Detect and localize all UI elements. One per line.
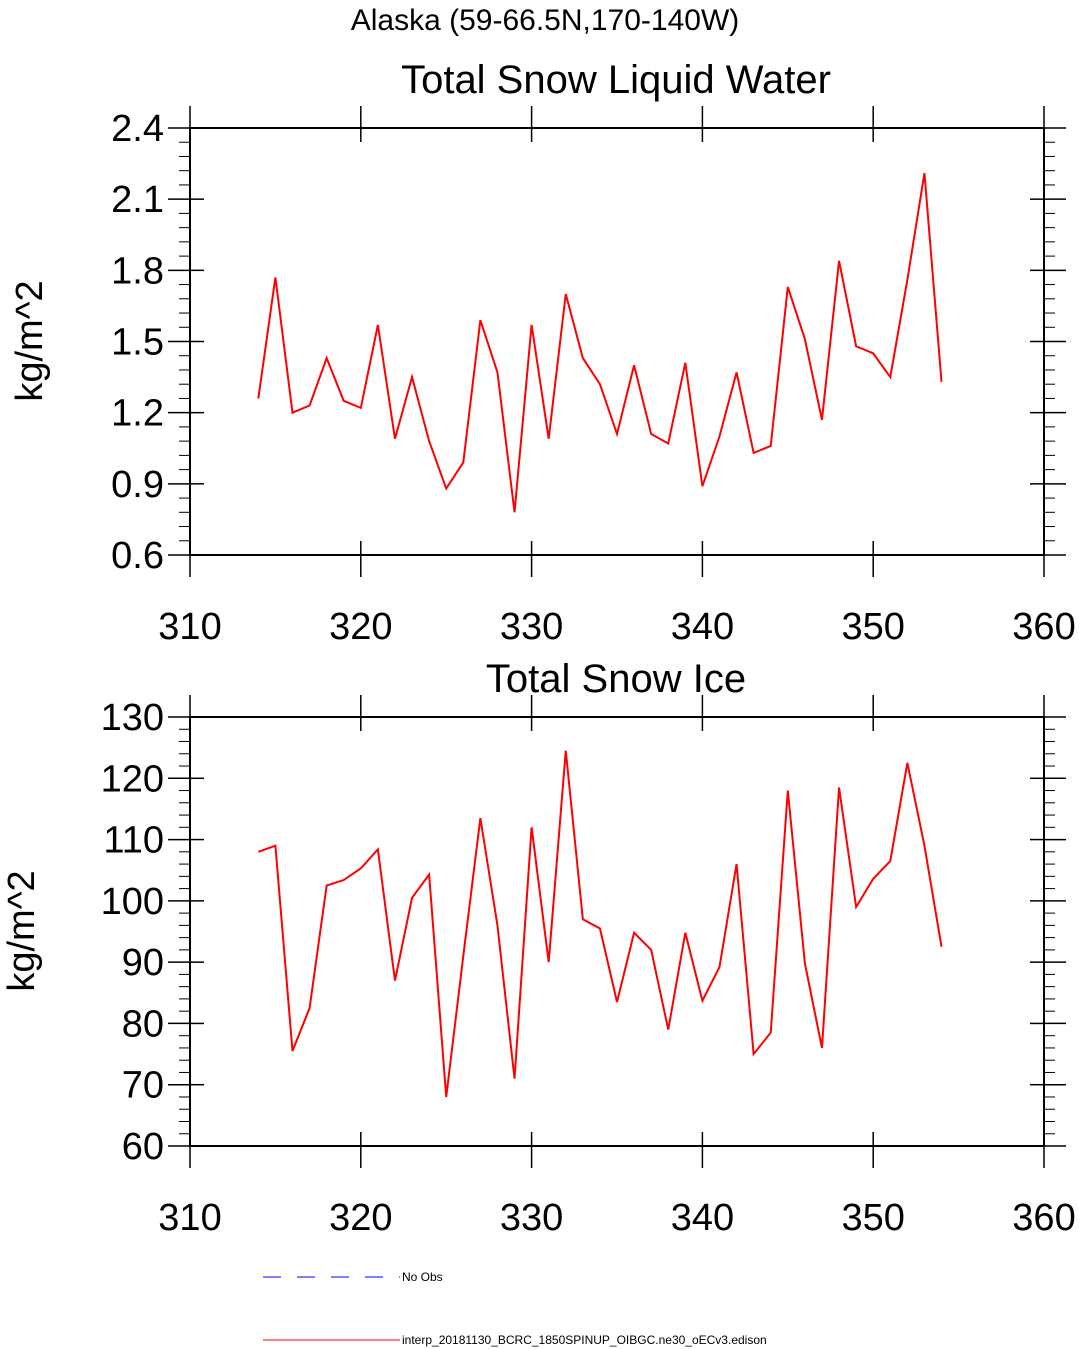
y-tick-label: 90	[122, 942, 164, 984]
plot-frame	[189, 716, 1045, 1147]
panel-title: Total Snow Liquid Water	[401, 58, 831, 102]
x-tick-label: 310	[158, 606, 221, 648]
y-tick-label: 70	[122, 1065, 164, 1107]
y-tick-label: 1.8	[111, 250, 164, 292]
x-tick-label: 360	[1012, 1197, 1075, 1239]
panel-snow-ice: Total Snow Ice kg/m^2 60 70 80 90 100 110 120 1…	[1, 657, 1076, 1239]
panel-snow-liquid-water: Total Snow Liquid Water kg/m^2 0.6 0.9 1.2…	[9, 58, 1076, 648]
figure-title: Alaska (59-66.5N,170-140W)	[351, 4, 740, 37]
x-tick-label: 360	[1012, 606, 1075, 648]
series-line-0	[257, 750, 943, 1098]
x-tick-label: 340	[671, 606, 734, 648]
y-tick-label: 1.5	[111, 322, 164, 364]
y-tick-label: 1.2	[111, 393, 164, 435]
y-tick-label: 120	[101, 758, 164, 800]
legend-label-model-run: interp_20181130_BCRC_1850SPINUP_OIBGC.ne…	[402, 1333, 767, 1347]
y-tick-label: 110	[103, 820, 164, 862]
x-tick-label: 310	[158, 1197, 221, 1239]
plot-frame	[189, 127, 1045, 556]
legend: No Obs interp_20181130_BCRC_1850SPINUP_O…	[263, 1270, 767, 1347]
y-axis-label: kg/m^2	[1, 870, 43, 991]
x-tick-label: 350	[841, 606, 904, 648]
y-axis-label: kg/m^2	[9, 280, 51, 401]
y-tick-label: 130	[101, 697, 164, 739]
x-tick-label: 350	[841, 1197, 904, 1239]
x-tick-label: 340	[671, 1197, 734, 1239]
y-tick-label: 2.4	[111, 108, 164, 150]
series-line-0	[257, 172, 943, 513]
x-tick-label: 330	[500, 1197, 563, 1239]
x-tick-label: 320	[329, 1197, 392, 1239]
y-tick-label: 0.9	[111, 464, 164, 506]
x-tick-label: 330	[500, 606, 563, 648]
y-tick-label: 0.6	[111, 535, 164, 577]
y-tick-label: 80	[122, 1003, 164, 1045]
y-tick-label: 60	[122, 1126, 164, 1168]
y-tick-label: 2.1	[111, 179, 164, 221]
legend-label-no-obs: No Obs	[402, 1270, 443, 1284]
panel-title: Total Snow Ice	[486, 657, 746, 701]
x-tick-label: 320	[329, 606, 392, 648]
y-tick-label: 100	[101, 881, 164, 923]
